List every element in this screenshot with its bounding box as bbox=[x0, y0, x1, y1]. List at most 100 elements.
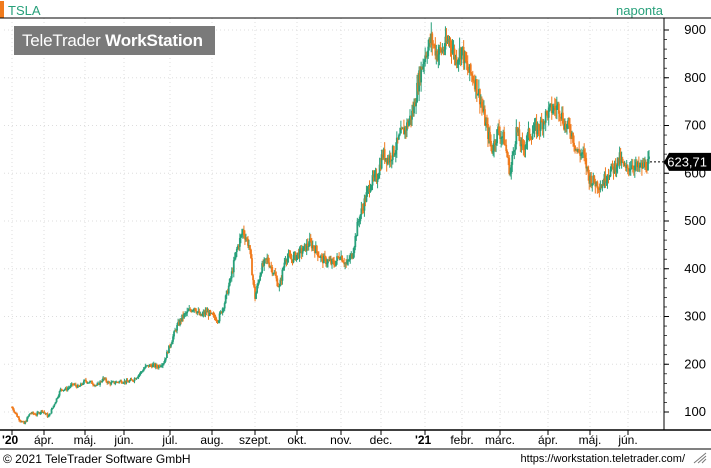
candle bbox=[490, 134, 492, 152]
candle-body bbox=[179, 319, 182, 325]
candle-body bbox=[185, 313, 188, 315]
candle bbox=[466, 55, 469, 76]
candle-body bbox=[340, 255, 343, 259]
candle bbox=[83, 379, 85, 385]
candle-body bbox=[602, 184, 605, 186]
candle bbox=[121, 381, 124, 384]
candle-body bbox=[184, 313, 187, 315]
candle bbox=[23, 420, 26, 425]
candle-body bbox=[604, 174, 607, 183]
candle-body bbox=[63, 389, 66, 391]
candle bbox=[246, 237, 248, 242]
candle-body bbox=[247, 238, 249, 246]
ticker-symbol[interactable]: TSLA bbox=[8, 3, 41, 18]
candle bbox=[372, 170, 375, 182]
candle bbox=[258, 279, 260, 285]
candle bbox=[38, 411, 41, 415]
grid-lines bbox=[4, 18, 663, 430]
candle bbox=[259, 272, 262, 282]
candle bbox=[72, 383, 75, 386]
candle bbox=[218, 311, 221, 324]
candle bbox=[506, 149, 509, 158]
candle bbox=[379, 157, 382, 171]
candle-body bbox=[295, 255, 298, 260]
candle bbox=[143, 366, 146, 370]
x-tick-label: szept. bbox=[239, 433, 271, 447]
y-tick-label: 200 bbox=[684, 356, 706, 371]
candle-body bbox=[60, 388, 63, 390]
candle bbox=[210, 312, 213, 314]
candle bbox=[195, 308, 198, 315]
candle-body bbox=[167, 351, 169, 354]
candle bbox=[198, 308, 201, 316]
candle-body bbox=[492, 150, 494, 153]
candle bbox=[347, 258, 350, 266]
candle bbox=[335, 260, 337, 267]
candle bbox=[388, 150, 391, 168]
candle-body bbox=[373, 174, 376, 178]
candle bbox=[613, 160, 616, 174]
candle bbox=[572, 132, 574, 147]
candle-body bbox=[431, 33, 434, 45]
candle-body bbox=[231, 271, 234, 273]
candle-body bbox=[73, 384, 76, 386]
candle bbox=[413, 98, 415, 117]
candle-body bbox=[337, 256, 339, 258]
candle bbox=[356, 217, 359, 236]
candle-body bbox=[264, 258, 267, 260]
candle bbox=[329, 255, 331, 262]
candle bbox=[444, 26, 447, 56]
candle-body bbox=[27, 416, 30, 418]
candle bbox=[418, 66, 421, 102]
candle bbox=[151, 362, 154, 368]
candle-body bbox=[113, 381, 116, 384]
candle-body bbox=[605, 181, 608, 183]
candle-body bbox=[472, 80, 475, 82]
candle-body bbox=[307, 246, 310, 248]
candle-body bbox=[172, 336, 174, 342]
candle bbox=[644, 156, 646, 170]
candle-body bbox=[471, 75, 474, 81]
candle bbox=[531, 125, 534, 140]
candle bbox=[535, 114, 538, 139]
candle-body bbox=[333, 261, 335, 266]
candle-body bbox=[416, 82, 418, 103]
candle-body bbox=[536, 123, 539, 135]
candle bbox=[538, 124, 541, 140]
candle-body bbox=[176, 325, 178, 331]
candle bbox=[588, 169, 591, 190]
candle-body bbox=[238, 238, 241, 247]
period-label[interactable]: naponta bbox=[616, 3, 663, 18]
candle bbox=[410, 115, 412, 128]
candle-body bbox=[149, 364, 152, 366]
candle-body bbox=[425, 55, 428, 57]
candle-body bbox=[614, 162, 617, 172]
resize-grip-icon[interactable] bbox=[693, 452, 707, 464]
candle-body bbox=[644, 162, 646, 167]
candle-body bbox=[637, 162, 640, 168]
footer-url[interactable]: https://workstation.teletrader.com/ bbox=[520, 453, 685, 465]
candle-body bbox=[52, 405, 55, 408]
candle-body bbox=[45, 413, 48, 415]
candle-body bbox=[83, 380, 85, 384]
candle-body bbox=[433, 44, 436, 46]
candle bbox=[461, 46, 464, 56]
candle-body bbox=[595, 181, 598, 187]
candle bbox=[95, 384, 97, 387]
candle-body bbox=[189, 309, 192, 311]
candle-body bbox=[177, 321, 179, 326]
candle bbox=[149, 363, 152, 367]
candle bbox=[399, 120, 402, 134]
candle-body bbox=[503, 131, 506, 145]
candle-body bbox=[626, 165, 629, 169]
candle-body bbox=[233, 257, 236, 261]
candle-body bbox=[227, 285, 230, 294]
candle-body bbox=[325, 257, 327, 264]
candle bbox=[62, 389, 65, 392]
candle bbox=[445, 28, 448, 47]
candle-body bbox=[136, 377, 139, 379]
candle bbox=[491, 144, 493, 154]
candle bbox=[333, 256, 335, 268]
